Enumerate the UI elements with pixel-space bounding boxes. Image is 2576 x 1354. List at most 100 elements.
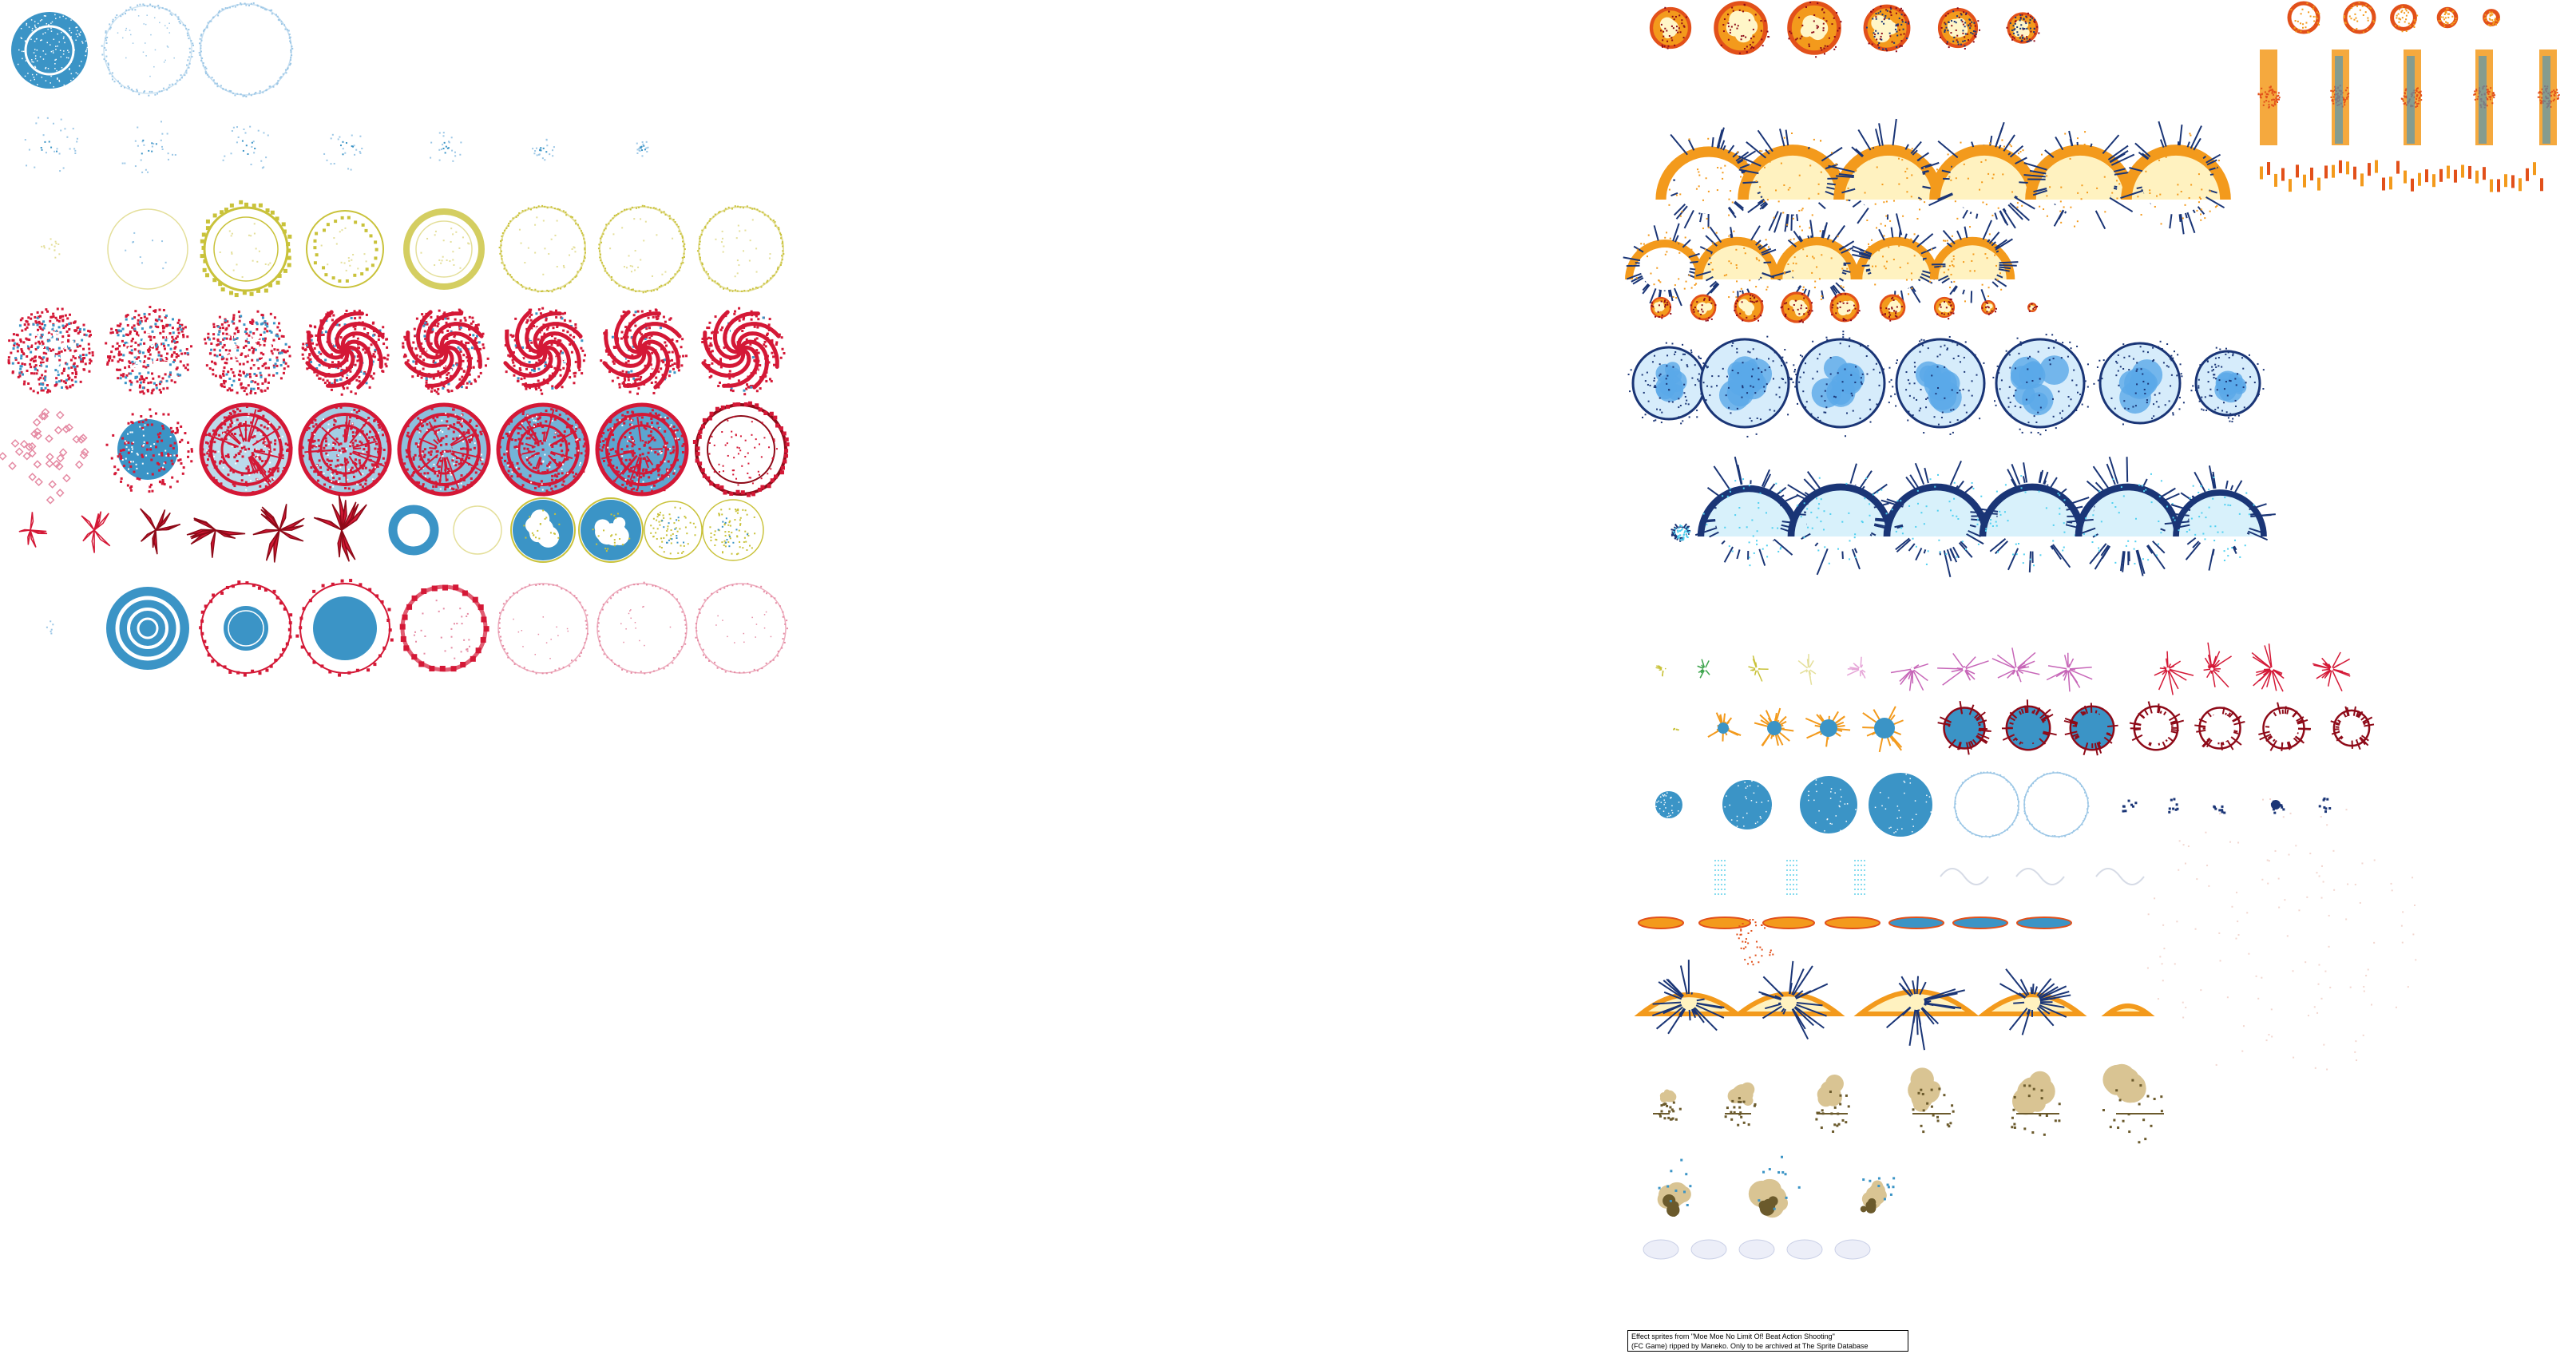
yellow-ring-effect — [200, 200, 292, 298]
blue-sparkle-effect — [46, 620, 54, 635]
spark-effect — [1748, 655, 1769, 682]
blue-disc-grow-effect — [1655, 791, 1682, 818]
flat-fire-streak-effect — [1638, 917, 1684, 929]
flat-fire-streak-effect — [1736, 919, 1774, 966]
radial-spark-disc-effect — [2194, 707, 2245, 750]
fire-explosion-effect — [1649, 6, 1692, 49]
red-blue-magic-circle-effect — [496, 402, 590, 497]
small-fire-burst-effect — [1690, 294, 1717, 322]
yellow-ring-effect — [644, 501, 703, 560]
red-slash-burst-effect — [313, 494, 367, 562]
red-swirl-burst-effect — [701, 307, 786, 396]
spark-effect — [1862, 706, 1904, 753]
small-fire-burst-effect — [2027, 303, 2039, 312]
flat-fire-streak-effect — [1762, 917, 1815, 929]
red-blue-ring-effect — [497, 583, 589, 675]
pale-puff-effect — [1786, 1239, 1823, 1260]
credit-line-1: Effect sprites from "Moe Moe No Limit Of… — [1631, 1332, 1835, 1340]
red-blue-ring-effect — [695, 583, 788, 674]
red-slash-burst-effect — [18, 512, 48, 548]
blue-explosion-effect — [1890, 335, 1986, 435]
water-splash-effect — [2122, 799, 2138, 813]
small-fire-burst-effect — [1829, 292, 1861, 323]
blue-sparkle-effect — [121, 121, 176, 173]
spark-effect — [2312, 651, 2351, 691]
spark-effect — [1937, 653, 1989, 686]
blue-disc-grow-effect — [1722, 780, 1773, 829]
fire-pillar-effect — [2537, 49, 2560, 145]
blue-dome-explosion-effect — [2068, 456, 2182, 576]
blue-dome-explosion-effect — [1670, 523, 1691, 542]
red-swirl-burst-effect — [203, 310, 291, 396]
blue-explosion-effect — [1694, 335, 1794, 437]
red-blue-magic-circle-effect — [105, 408, 193, 493]
radial-spark-disc-effect — [2063, 703, 2118, 756]
flat-fire-streak-effect — [1698, 917, 1751, 929]
yellow-ring-effect — [696, 205, 785, 292]
blue-disc-grow-effect — [1869, 773, 1932, 837]
small-fire-burst-effect — [1780, 291, 1813, 323]
fire-pillar-effect — [2473, 49, 2496, 145]
blue-explosion-effect — [2093, 340, 2185, 426]
blue-ring-effect — [198, 2, 294, 97]
water-splash-effect — [1714, 860, 1727, 895]
red-blue-magic-circle-effect — [595, 402, 689, 497]
spark-effect — [1890, 663, 1929, 691]
red-blue-magic-circle-effect — [397, 402, 491, 497]
fire-dome-explosion-effect — [1738, 129, 1851, 233]
red-blue-ring-effect — [199, 580, 293, 677]
water-splash-effect — [2168, 798, 2179, 814]
spark-effect — [2154, 651, 2194, 695]
small-fire-burst-effect — [1981, 300, 1997, 315]
red-blue-magic-circle-effect — [199, 402, 293, 497]
spark-effect — [1754, 707, 1794, 746]
yellow-ring-effect — [702, 499, 764, 561]
blue-sparkle-effect — [323, 133, 363, 171]
fire-pillar-effect — [2330, 49, 2350, 145]
red-slash-burst-effect — [140, 508, 181, 555]
blue-sparkle-effect — [532, 138, 555, 161]
water-splash-effect — [2270, 800, 2285, 814]
small-fire-burst-effect — [1933, 296, 1956, 320]
smoke-cloud-effect — [1748, 1155, 1801, 1218]
red-blue-magic-circle-effect — [0, 407, 89, 505]
ground-fire-burst-effect — [2101, 1004, 2155, 1016]
red-blue-ring-effect — [399, 584, 489, 672]
yellow-ring-effect — [597, 204, 686, 294]
yellow-ring-effect — [107, 208, 188, 290]
red-swirl-burst-effect — [7, 307, 94, 394]
fire-explosion-effect — [1787, 1, 1842, 58]
yellow-ring-effect — [498, 204, 586, 293]
blue-ring-donut-effect — [388, 505, 439, 556]
red-blue-ring-effect — [596, 581, 688, 675]
blue-explosion-effect — [1627, 342, 1712, 425]
blue-dome-explosion-effect — [2164, 465, 2276, 571]
yellow-ring-effect — [306, 210, 384, 288]
spark-effect — [1655, 664, 1666, 677]
fire-dome-explosion-effect — [1928, 121, 2039, 229]
fire-explosion-effect — [2287, 1, 2320, 34]
blue-sparkle-effect — [24, 117, 78, 172]
red-swirl-burst-effect — [105, 306, 192, 395]
fire-dome-explosion-effect — [1851, 227, 1940, 308]
blue-explosion-effect — [2190, 346, 2265, 423]
blue-dome-explosion-effect — [1787, 463, 1900, 576]
fire-dome-explosion-effect — [2023, 130, 2137, 230]
yellow-ring-effect — [403, 208, 485, 290]
fire-pillar-effect — [2257, 49, 2281, 145]
spark-effect — [1846, 656, 1866, 679]
blue-ring-effect — [101, 3, 195, 97]
ground-fire-burst-effect — [1853, 976, 1980, 1051]
blue-dome-explosion-effect — [1880, 460, 1991, 578]
water-splash-effect — [1854, 860, 1867, 895]
spark-effect — [1797, 654, 1817, 685]
blue-target-ring-effect — [106, 587, 189, 670]
spark-effect — [1673, 727, 1679, 731]
fire-explosion-effect — [2390, 4, 2419, 33]
fire-explosion-effect — [1937, 7, 1981, 49]
flat-fire-streak-effect — [1952, 917, 2008, 929]
red-swirl-burst-effect — [503, 307, 586, 395]
radial-spark-disc-effect — [1937, 700, 1991, 755]
spark-effect — [2251, 643, 2285, 692]
